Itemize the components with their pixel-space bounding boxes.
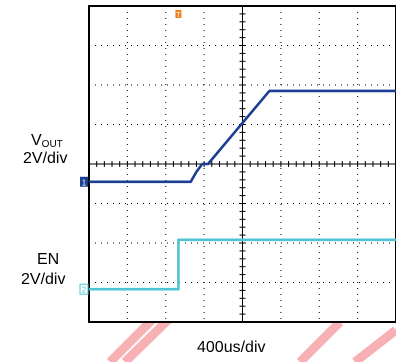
trigger-marker [175, 10, 182, 18]
traces [89, 89, 396, 291]
ch1-marker [80, 176, 88, 187]
timebase-label: 400us/div [197, 339, 266, 356]
ch2-marker-label: 2 [82, 286, 87, 295]
watermark-stroke-1 [121, 314, 174, 362]
trigger-marker-label: T [176, 12, 181, 19]
ch2-marker [79, 283, 89, 295]
en-label: EN [37, 251, 60, 268]
vout-label-sub: OUT [41, 139, 63, 150]
markers: 1 2 T [79, 10, 182, 295]
vout-label: VOUT [31, 133, 63, 151]
ch1-marker-label: 1 [82, 178, 87, 187]
vout-label-main: V [31, 132, 42, 149]
trace-vout [89, 89, 396, 184]
grid [88, 5, 396, 323]
watermark-stroke-3 [352, 326, 396, 362]
vout-scale-label: 2V/div [23, 150, 68, 167]
watermark-stroke-2 [296, 318, 344, 362]
en-scale-label: 2V/div [21, 271, 66, 288]
trace-en [89, 238, 396, 291]
